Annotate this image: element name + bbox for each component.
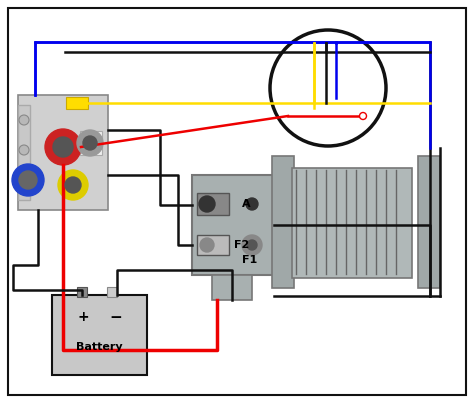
Circle shape <box>19 115 29 125</box>
Text: −: − <box>109 310 122 325</box>
Circle shape <box>58 170 88 200</box>
Circle shape <box>77 130 103 156</box>
Circle shape <box>83 136 97 150</box>
Bar <box>192 175 274 275</box>
Bar <box>418 156 440 288</box>
Bar <box>272 156 294 288</box>
Circle shape <box>45 129 81 165</box>
Circle shape <box>270 30 386 146</box>
Circle shape <box>12 164 44 196</box>
Circle shape <box>242 235 262 255</box>
Circle shape <box>65 177 81 193</box>
Circle shape <box>19 145 29 155</box>
Text: F2: F2 <box>234 240 249 250</box>
Bar <box>197 235 229 255</box>
Circle shape <box>199 196 215 212</box>
Circle shape <box>246 198 258 210</box>
Circle shape <box>53 137 73 157</box>
Text: +: + <box>78 310 89 324</box>
Bar <box>292 168 412 278</box>
Circle shape <box>200 238 214 252</box>
Circle shape <box>19 171 37 189</box>
Bar <box>212 275 252 300</box>
Bar <box>107 287 117 297</box>
Text: A: A <box>242 199 251 209</box>
Bar <box>77 287 87 297</box>
Bar <box>52 295 147 375</box>
Circle shape <box>247 240 257 250</box>
Bar <box>66 97 88 109</box>
Circle shape <box>359 112 366 120</box>
Bar <box>18 105 30 200</box>
Circle shape <box>19 175 29 185</box>
Text: F1: F1 <box>242 255 258 265</box>
Text: Battery: Battery <box>76 342 122 352</box>
Bar <box>80 131 102 155</box>
Bar <box>18 95 108 210</box>
Bar <box>197 193 229 215</box>
